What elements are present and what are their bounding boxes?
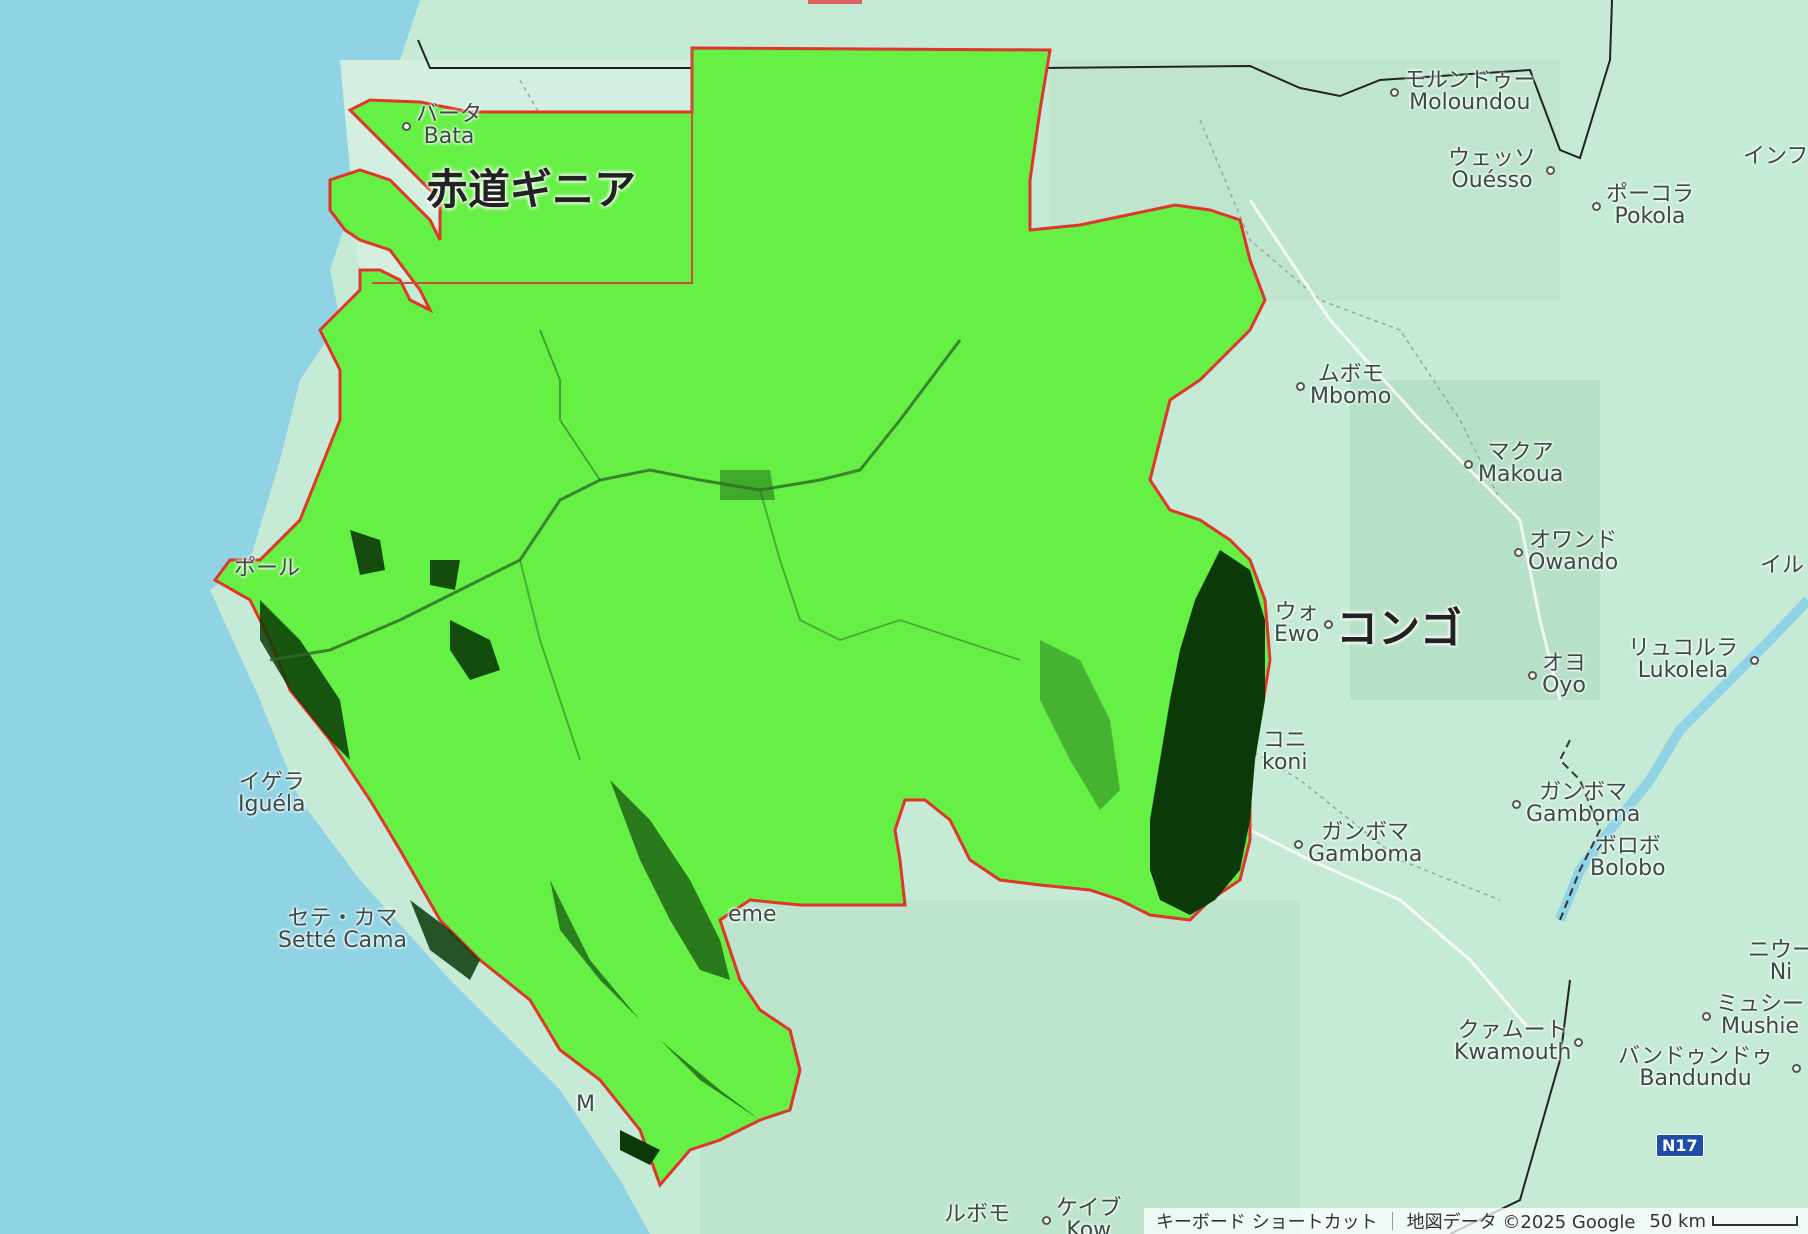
place-iguela: イゲラ Iguéla <box>238 770 306 817</box>
place-gamboma-2: ガンボマ Gamboma <box>1294 822 1422 866</box>
place-ewo: ウォ Ewo <box>1274 602 1333 646</box>
place-gamboma-1: ガンボマ Gamboma <box>1512 782 1640 826</box>
place-ouesso: ウェッソ Ouésso <box>1448 148 1555 192</box>
place-bandundu: バンドゥンドゥ Bandundu <box>1618 1046 1801 1090</box>
scale-control[interactable]: 50 km <box>1649 1211 1798 1232</box>
place-moloundou: モルンドゥー Moloundou <box>1390 70 1536 114</box>
country-border-drc <box>1558 739 1602 921</box>
place-makoua: マクア Makoua <box>1464 442 1563 486</box>
place-sette-cama: セテ・カマ Setté Cama <box>278 906 408 953</box>
congo-river <box>1555 596 1808 922</box>
place-mushie: ミュシー Mushie <box>1702 994 1804 1038</box>
place-nieu: ニウー Ni <box>1748 938 1808 985</box>
place-eme: eme <box>728 902 777 927</box>
scale-bar <box>1712 1216 1798 1226</box>
place-lebomo: ルボモ <box>944 1202 1011 1227</box>
place-mbomo: ムボモ Mbomo <box>1296 364 1391 408</box>
place-bolobo: ボロボ Bolobo <box>1590 834 1666 881</box>
place-owando: オワンド Owando <box>1514 530 1618 574</box>
place-port-gentil: ポール <box>234 556 301 581</box>
map-attribution-bar: キーボード ショートカット 地図データ ©2025 Google 50 km <box>1143 1208 1808 1234</box>
ocean <box>0 0 650 1234</box>
place-kwamouth: クァムート Kwamouth <box>1454 1020 1583 1064</box>
forest-patch-south <box>610 780 730 980</box>
place-m: M <box>576 1092 595 1117</box>
place-ilu: イル <box>1760 553 1805 578</box>
place-okoni: コニ koni <box>1262 728 1308 775</box>
country-label-equatorial-guinea: 赤道ギニア <box>426 165 637 214</box>
divider <box>1391 1212 1393 1230</box>
road-shield-n17: N17 <box>1656 1134 1704 1157</box>
place-lukolela: リュコルラ Lukolela <box>1628 638 1759 682</box>
ogooue-river <box>269 339 962 662</box>
map-edge-marker <box>808 0 862 4</box>
scale-label: 50 km <box>1649 1210 1706 1232</box>
place-bata: バータ Bata <box>402 104 482 148</box>
keyboard-shortcuts-link[interactable]: キーボード ショートカット <box>1155 1212 1378 1233</box>
country-label-congo: コンゴ <box>1336 604 1463 653</box>
forest-patch-east <box>1150 550 1265 915</box>
place-pokola: ポーコラ Pokola <box>1592 184 1694 228</box>
map-data-credit[interactable]: 地図データ ©2025 Google <box>1406 1212 1636 1233</box>
place-inf: インフ <box>1743 144 1808 169</box>
place-oyo: オヨ Oyo <box>1528 653 1586 697</box>
place-keibu: ケイブ Kow <box>1042 1198 1122 1234</box>
